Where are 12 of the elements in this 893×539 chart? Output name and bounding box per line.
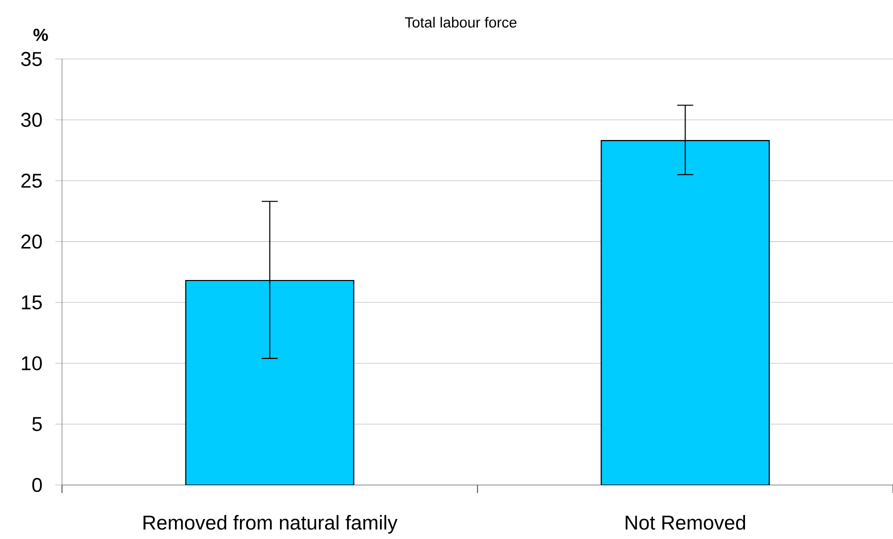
y-tick-label: 5 <box>32 417 42 432</box>
y-tick-label: 25 <box>21 174 42 188</box>
y-axis-title: % <box>33 28 48 41</box>
y-tick-label: 10 <box>22 356 42 370</box>
x-tick-label: Not Removed <box>626 515 746 530</box>
y-tick-label: 0 <box>32 478 42 492</box>
y-tick-label: 20 <box>21 234 42 249</box>
y-tick-label: 35 <box>21 52 42 66</box>
chart-title: Total labour force <box>404 16 516 28</box>
x-tick-label: Removed from natural family <box>144 515 398 534</box>
y-tick-label: 30 <box>21 112 42 127</box>
y-tick-label: 15 <box>22 295 42 310</box>
